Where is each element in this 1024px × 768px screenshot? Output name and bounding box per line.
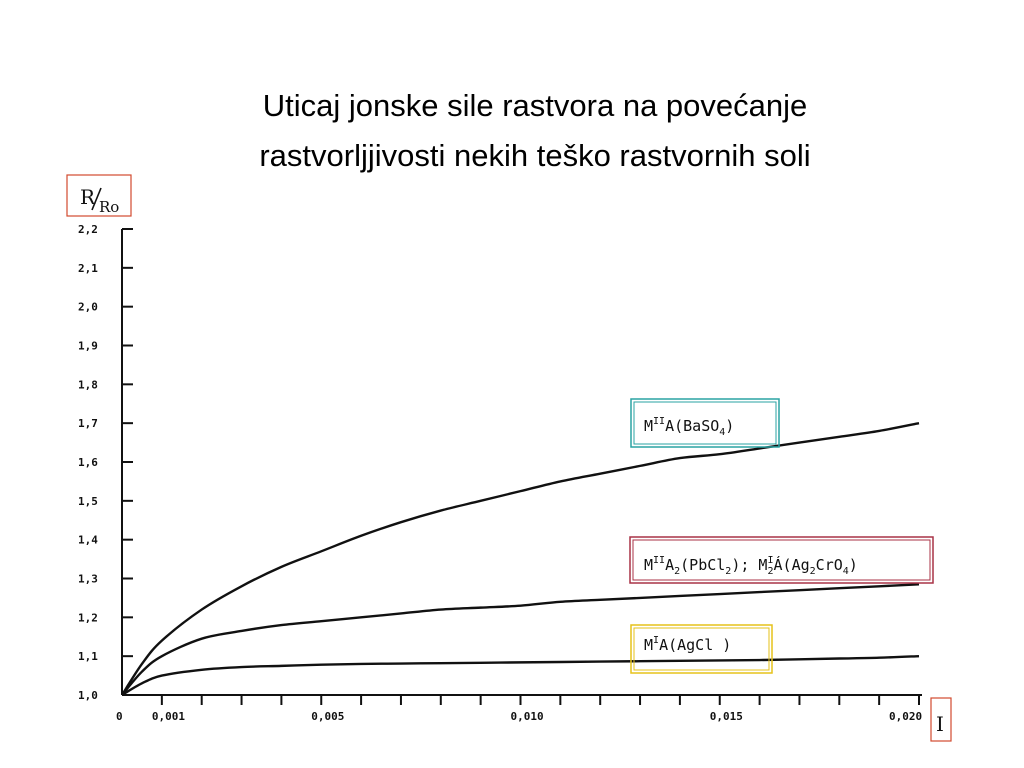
y-tick-label: 1,5 [78, 495, 98, 508]
x-tick-label: 0 [116, 710, 123, 723]
x-ticks: 0 0,001 0,005 0,010 0,015 0,020 [116, 695, 922, 723]
x-axis-label: I [930, 697, 952, 742]
legend-pbcl2-box-outer [629, 536, 934, 584]
slide-title-line-1: Uticaj jonske sile rastvora na povećanje [262, 88, 808, 123]
y-axis-label-ro: Ro [99, 198, 119, 216]
series-line-agcl [121, 654, 920, 697]
legend-pbcl2: MIIA2(PbCl2); M2IÁ(Ag2CrO4) [629, 536, 934, 584]
y-tick-label: 2,2 [78, 223, 98, 236]
y-tick-label: 1,9 [78, 340, 98, 353]
legend-agcl-box-outer [630, 624, 773, 674]
legend-baso4-text: MIIA(BaSO4) [644, 416, 734, 438]
y-tick-label: 1,8 [78, 378, 98, 391]
legend-agcl: MIA(AgCl ) [630, 624, 773, 674]
x-axis-label-text: I [936, 712, 944, 736]
legend-pbcl2-box-inner [632, 539, 931, 581]
legend-baso4: MIIA(BaSO4) [630, 398, 780, 448]
y-ticks: 1,0 1,1 1,2 1,3 1,4 1,5 1,6 1,7 1,8 1,9 2,0 2,1 2,2 [78, 223, 133, 702]
legend-pbcl2-text: MIIA2(PbCl2); M2IÁ(Ag2CrO4) [644, 555, 858, 577]
y-axis-label-box [66, 174, 132, 217]
x-axis-label-box [930, 697, 952, 742]
y-axis-label: R Ro [66, 174, 132, 217]
y-tick-label: 2,0 [78, 301, 98, 314]
y-tick-label: 1,3 [78, 573, 98, 586]
slide-title-line-2: rastvorljjivosti nekih teško rastvornih … [259, 138, 811, 173]
x-tick-label: 0,001 [152, 710, 185, 723]
x-tick-label: 0,020 [889, 710, 922, 723]
y-tick-label: 2,1 [78, 262, 98, 275]
x-tick-label: 0,010 [511, 710, 544, 723]
y-tick-label: 1,2 [78, 611, 98, 624]
legend-agcl-box-inner [633, 627, 770, 671]
x-tick-label: 0,005 [311, 710, 344, 723]
legend-baso4-box-inner [633, 401, 777, 445]
series-line-pbcl2 [121, 583, 920, 696]
y-tick-label: 1,4 [78, 534, 98, 547]
x-tick-label: 0,015 [710, 710, 743, 723]
y-axis-label-slash [91, 187, 102, 211]
y-tick-label: 1,1 [78, 650, 98, 663]
y-tick-label: 1,7 [78, 417, 98, 430]
legend-agcl-text: MIA(AgCl ) [644, 635, 731, 654]
y-tick-label: 1,6 [78, 456, 98, 469]
legend-baso4-box-outer [630, 398, 780, 448]
y-axis-label-r: R [80, 185, 96, 209]
y-tick-label: 1,0 [78, 689, 98, 702]
